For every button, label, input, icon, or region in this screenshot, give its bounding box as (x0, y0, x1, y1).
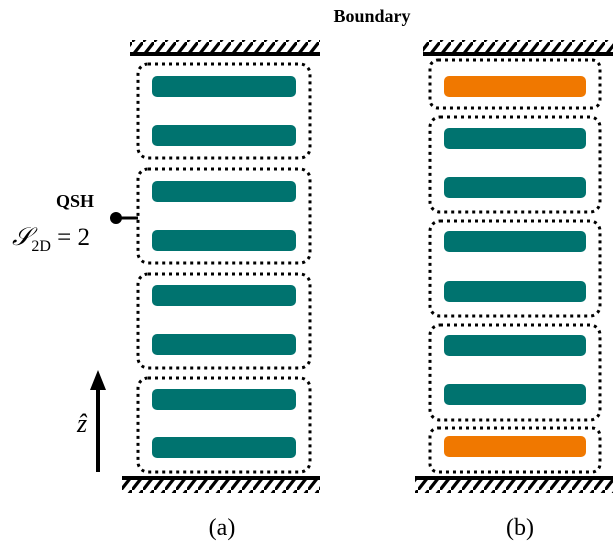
layer-teal (152, 334, 296, 355)
layer-teal (152, 230, 296, 251)
unit-cell-a-2 (136, 167, 312, 265)
layer-teal (444, 231, 586, 252)
invariant-subscript: 2D (31, 238, 51, 255)
boundary-wall-top-b (423, 40, 613, 56)
layer-teal (444, 128, 586, 149)
panel-b: (b) (415, 40, 613, 541)
unit-cell-a-1 (136, 62, 312, 160)
layer-teal (152, 181, 296, 202)
qsh-label: QSH (56, 191, 94, 211)
caption-a: (a) (209, 515, 236, 541)
layer-teal (444, 384, 586, 405)
annotation-dot (110, 212, 122, 224)
invariant-value: = 2 (51, 224, 90, 251)
layer-teal (444, 281, 586, 302)
unit-cell-b-1 (428, 58, 602, 110)
unit-cell-b-3 (428, 219, 602, 318)
layer-teal (444, 335, 586, 356)
z-axis-label: ẑ (76, 409, 88, 438)
boundary-wall-bottom-b (415, 476, 613, 493)
boundary-wall-bottom-a (122, 476, 320, 493)
caption-b: (b) (506, 515, 534, 541)
qsh-annotation: QSH 𝒮2D = 2 (12, 191, 138, 255)
unit-cell-a-3 (136, 272, 312, 370)
unit-cell-b-5 (428, 426, 602, 474)
z-axis: ẑ (76, 370, 106, 472)
panel-a: QSH 𝒮2D = 2 ẑ (a) (12, 40, 320, 541)
unit-cell-b-2 (428, 115, 602, 214)
layer-teal (152, 437, 296, 458)
layer-teal (152, 389, 296, 410)
unit-cell-a-4 (136, 376, 312, 474)
boundary-wall-top-a (130, 40, 320, 56)
layer-orange (444, 76, 586, 97)
boundary-label: Boundary (333, 6, 410, 26)
layer-teal (152, 125, 296, 146)
layer-teal (444, 177, 586, 198)
layer-teal (152, 76, 296, 97)
unit-cell-b-4 (428, 323, 602, 422)
layer-teal (152, 285, 296, 306)
invariant-formula: 𝒮2D = 2 (12, 224, 90, 255)
layer-orange (444, 436, 586, 457)
